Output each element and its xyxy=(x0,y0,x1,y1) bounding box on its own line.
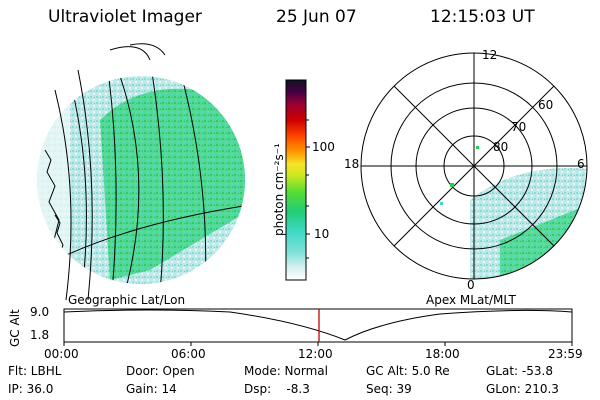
mlt-label-6: 6 xyxy=(577,157,585,171)
gc-alt-tick-max: 9.0 xyxy=(30,305,50,319)
gc-alt-plot xyxy=(63,308,573,346)
time-tick-1200: 12:00 xyxy=(298,347,333,361)
mlt-label-0: 0 xyxy=(467,278,475,292)
time-tick-2359: 23:59 xyxy=(548,347,583,361)
status-gain: Gain: 14 xyxy=(126,382,177,396)
mlt-label-18: 18 xyxy=(344,157,360,171)
polar-plot xyxy=(360,52,588,280)
status-door: Door: Open xyxy=(126,364,195,378)
lat-label-80: 80 xyxy=(493,140,509,154)
colorbar-tick-10: 10 xyxy=(314,227,330,241)
apex-label: Apex MLat/MLT xyxy=(426,293,516,307)
time-tick-0600: 06:00 xyxy=(171,347,206,361)
status-gc-alt: GC Alt: 5.0 Re xyxy=(366,364,450,378)
status-glon: GLon: 210.3 xyxy=(486,382,559,396)
gc-alt-axis-label: GC Alt xyxy=(8,309,22,347)
geographic-label: Geographic Lat/Lon xyxy=(68,293,186,307)
geographic-image xyxy=(37,43,245,301)
colorbar-tick-100: 100 xyxy=(312,140,335,154)
time-label: 12:15:03 UT xyxy=(430,7,535,27)
status-seq: Seq: 39 xyxy=(366,382,412,396)
time-tick-1800: 18:00 xyxy=(425,347,460,361)
instrument-title: Ultraviolet Imager xyxy=(48,7,202,27)
status-filter: Flt: LBHL xyxy=(8,364,62,378)
time-tick-0000: 00:00 xyxy=(44,347,79,361)
gc-alt-tick-min: 1.8 xyxy=(30,328,50,342)
status-mode: Mode: Normal xyxy=(244,364,328,378)
status-ip: IP: 36.0 xyxy=(8,382,54,396)
lat-label-70: 70 xyxy=(511,120,527,134)
date-label: 25 Jun 07 xyxy=(276,7,357,27)
status-dsp: Dsp: -8.3 xyxy=(244,382,310,396)
lat-label-60: 60 xyxy=(538,98,554,112)
status-glat: GLat: -53.8 xyxy=(486,364,553,378)
mlt-label-12: 12 xyxy=(482,48,498,62)
color-bar xyxy=(285,79,310,281)
colorbar-label: photon cm⁻²s⁻¹ xyxy=(272,143,286,236)
